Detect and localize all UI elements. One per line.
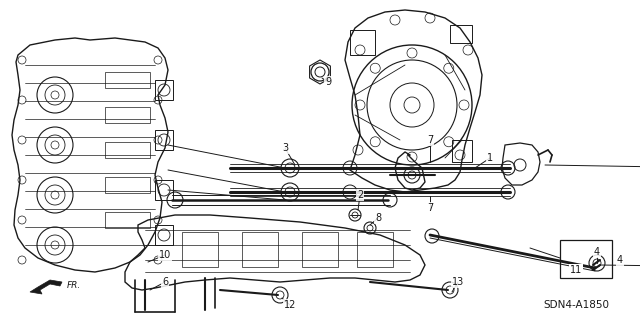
Text: 12: 12	[284, 300, 296, 310]
Bar	[452, 140, 472, 162]
Polygon shape	[30, 280, 62, 294]
Bar	[302, 232, 338, 267]
Bar	[155, 80, 173, 100]
Text: 10: 10	[159, 250, 171, 260]
Text: 4: 4	[617, 255, 623, 265]
Bar	[105, 142, 150, 158]
Bar	[105, 107, 150, 123]
Text: 2: 2	[357, 190, 363, 200]
Bar	[105, 72, 150, 88]
Text: 9: 9	[325, 77, 331, 87]
Bar	[182, 232, 218, 267]
Text: 7: 7	[427, 203, 433, 213]
Text: FR.: FR.	[67, 280, 81, 290]
Bar	[357, 232, 393, 267]
Text: 1: 1	[487, 153, 493, 163]
Text: 4: 4	[594, 247, 600, 257]
Bar	[350, 30, 375, 55]
Text: 7: 7	[427, 135, 433, 145]
Bar	[105, 212, 150, 228]
Bar	[155, 180, 173, 200]
Text: 3: 3	[282, 143, 288, 153]
Text: SDN4-A1850: SDN4-A1850	[543, 300, 609, 310]
Bar	[155, 225, 173, 245]
Bar	[450, 25, 472, 43]
Bar	[242, 232, 278, 267]
Text: 6: 6	[162, 277, 168, 287]
Bar	[155, 130, 173, 150]
Bar	[560, 240, 612, 278]
Text: 13: 13	[452, 277, 464, 287]
Text: 8: 8	[375, 213, 381, 223]
Bar	[105, 177, 150, 193]
Text: 11: 11	[570, 265, 582, 275]
